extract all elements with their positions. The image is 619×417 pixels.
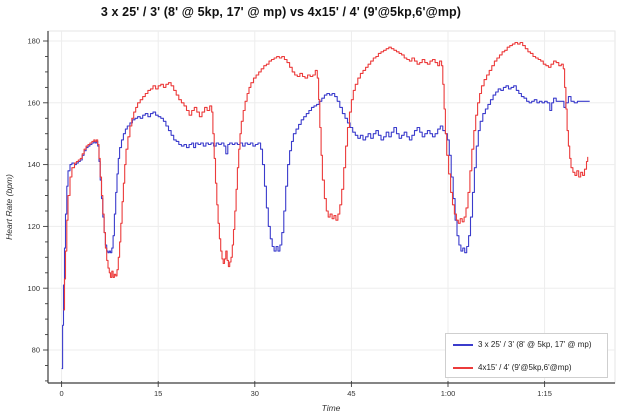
legend-item-session-b: 4x15' / 4' (9'@5kp,6'@mp) <box>453 363 601 372</box>
red-line-swatch <box>453 366 473 369</box>
y-tick-label: 80 <box>32 346 40 355</box>
y-axis-title: Heart Rate (bpm) <box>4 174 14 240</box>
legend-item-session-a: 3 x 25' / 3' (8' @ 5kp, 17' @ mp) <box>453 340 601 349</box>
x-tick-label: 15 <box>154 389 162 398</box>
legend-label: 3 x 25' / 3' (8' @ 5kp, 17' @ mp) <box>478 340 592 349</box>
chart-title: 3 x 25' / 3' (8' @ 5kp, 17' @ mp) vs 4x1… <box>100 5 462 19</box>
series-line-red <box>63 41 589 311</box>
x-tick-label: 1:00 <box>441 389 456 398</box>
x-axis-title: Time <box>322 403 341 413</box>
y-tick-label: 100 <box>27 284 40 293</box>
y-tick-label: 120 <box>27 222 40 231</box>
x-tick-label: 45 <box>347 389 355 398</box>
y-tick-label: 180 <box>27 37 40 46</box>
y-tick-label: 140 <box>27 160 40 169</box>
y-tick-label: 160 <box>27 98 40 107</box>
plot-border <box>47 30 616 384</box>
x-tick-label: 1:15 <box>537 389 552 398</box>
legend: 3 x 25' / 3' (8' @ 5kp, 17' @ mp) 4x15' … <box>445 333 608 378</box>
blue-line-swatch <box>453 343 473 346</box>
series-line-blue <box>61 85 590 370</box>
x-tick-label: 0 <box>60 389 64 398</box>
legend-label: 4x15' / 4' (9'@5kp,6'@mp) <box>478 363 572 372</box>
x-tick-label: 30 <box>251 389 259 398</box>
